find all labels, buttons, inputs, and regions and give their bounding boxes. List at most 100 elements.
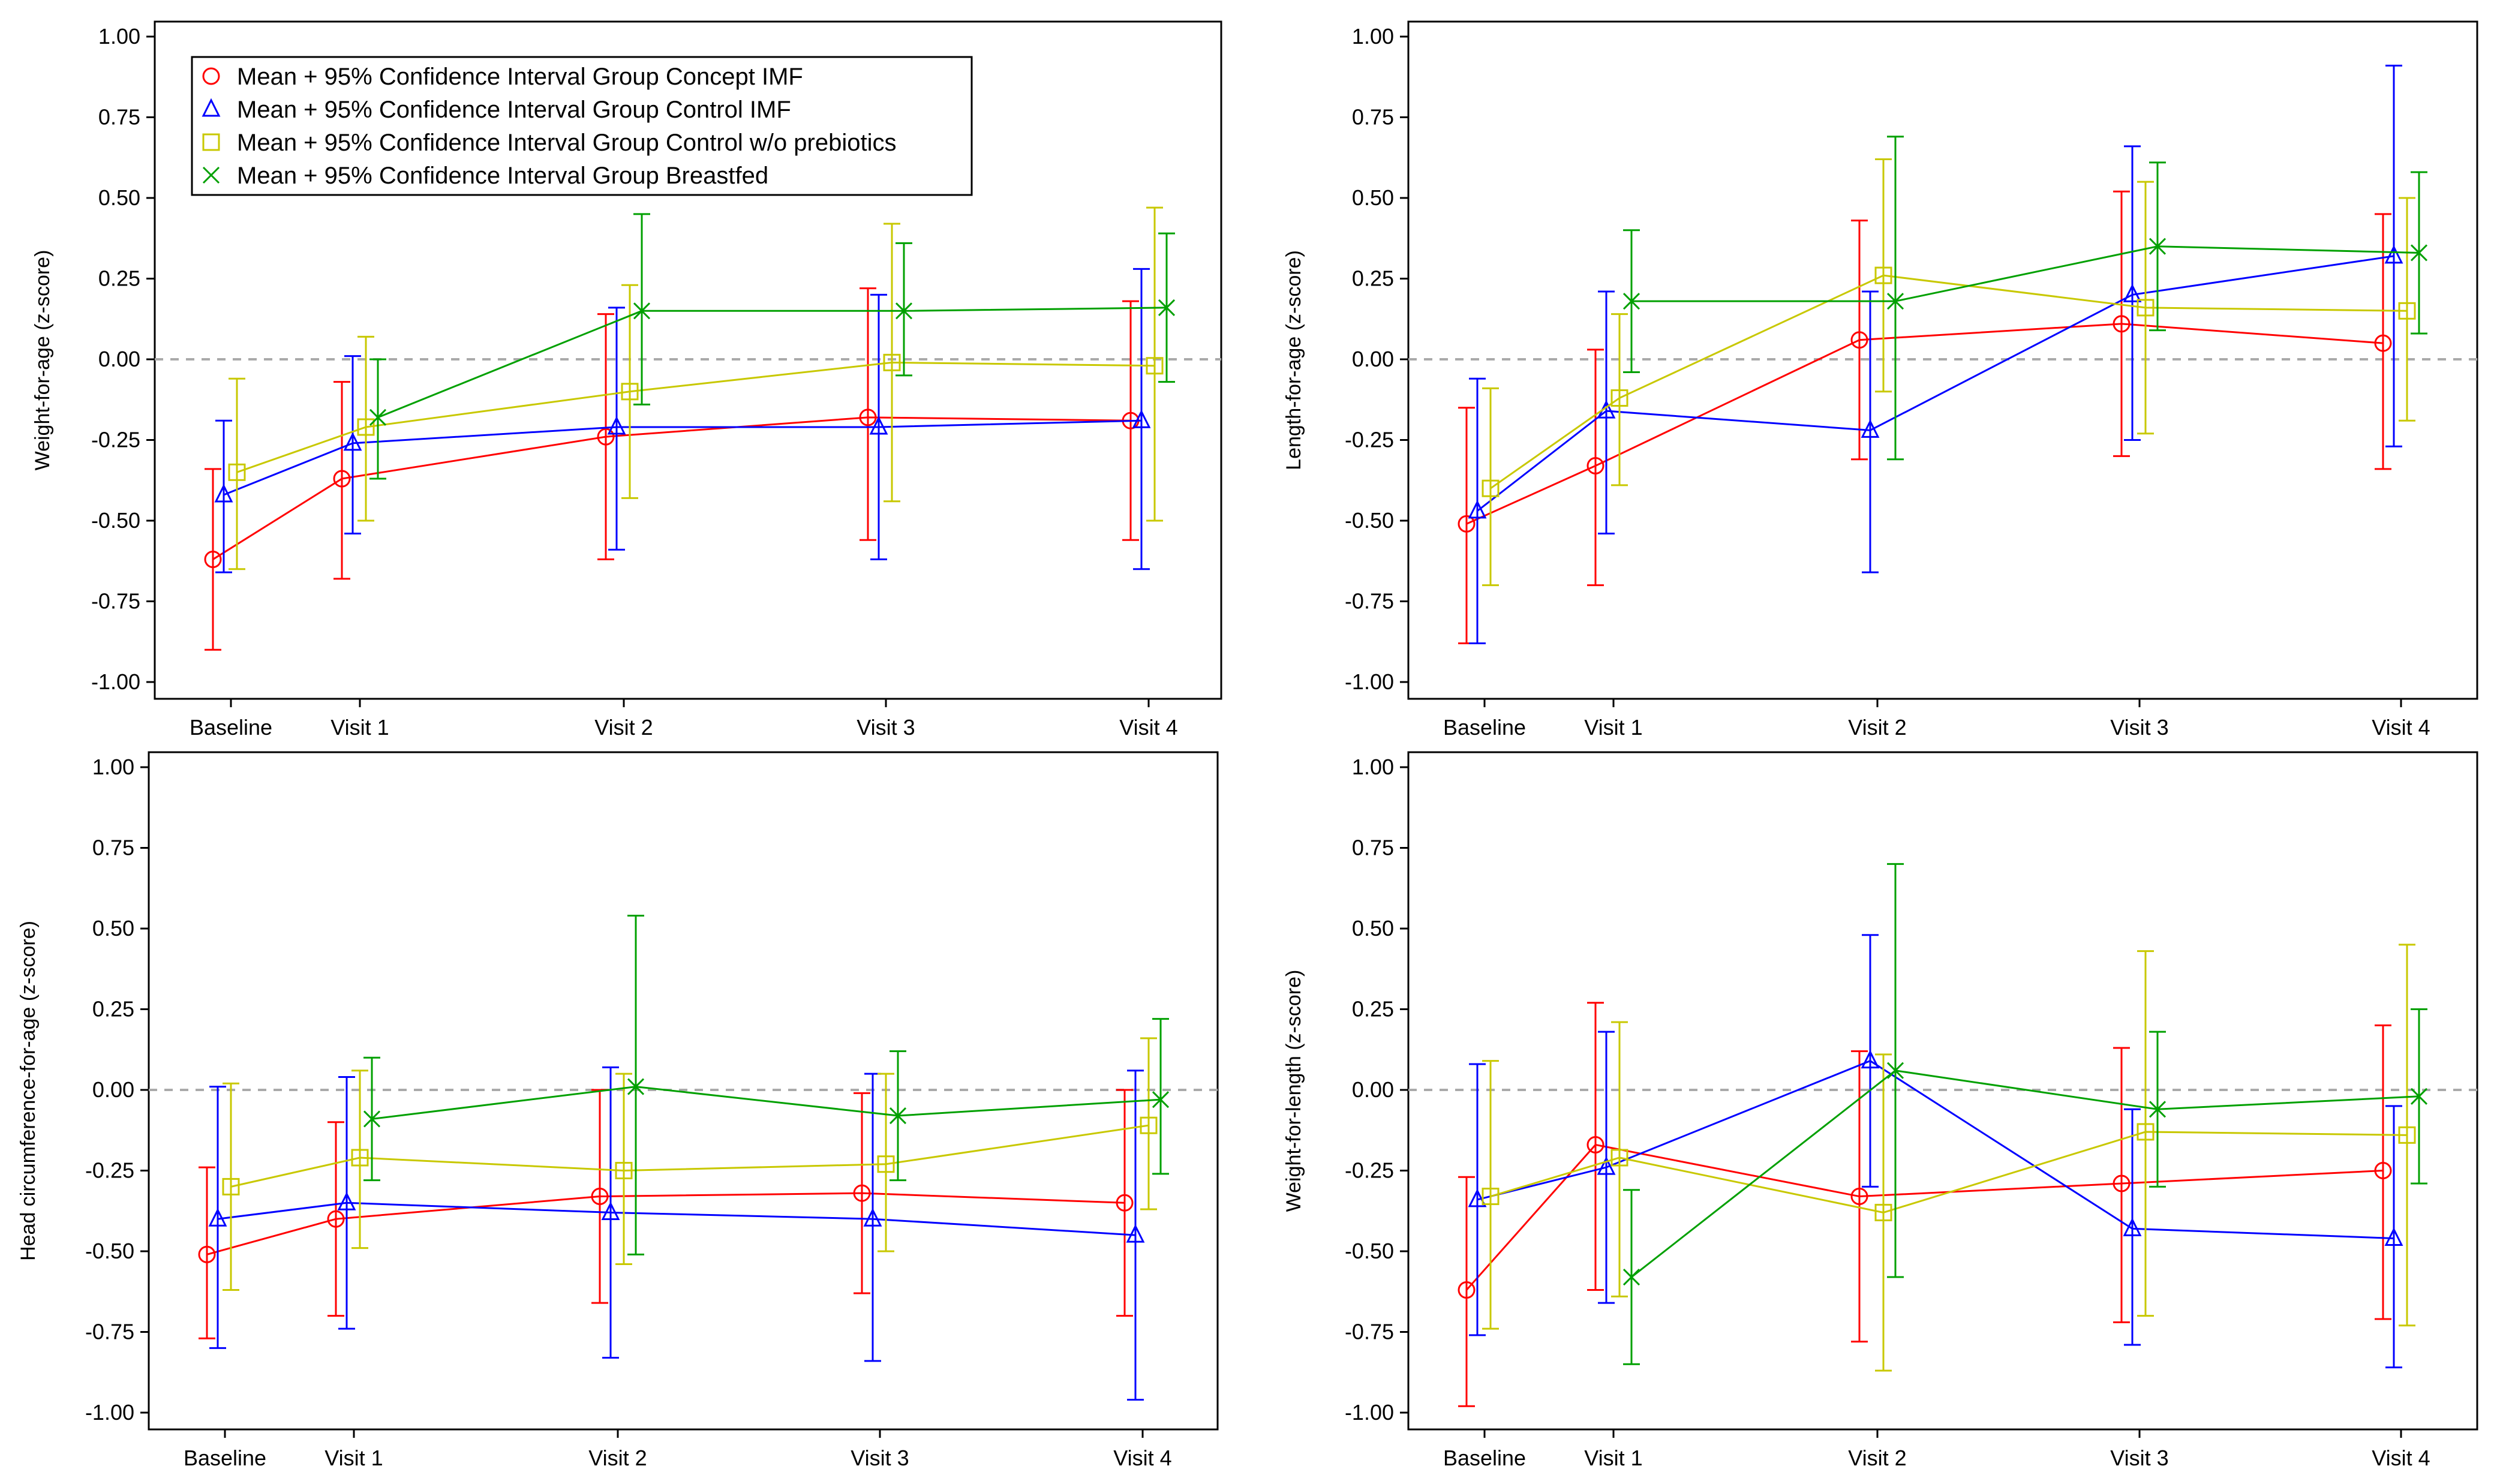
data-point [351, 1149, 369, 1167]
x-tick-label: Visit 2 [594, 715, 653, 740]
data-point [1458, 1281, 1476, 1299]
y-tick-label: 0.00 [1352, 347, 1394, 371]
error-bar [615, 1073, 632, 1266]
data-point [1610, 1149, 1628, 1167]
error-bar [351, 1070, 368, 1249]
data-point [607, 416, 626, 435]
error-bar [1469, 1063, 1486, 1336]
x-tick-label: Visit 1 [1584, 715, 1642, 740]
series-line [1631, 1070, 2420, 1278]
data-point [601, 1201, 620, 1220]
error-bar [1598, 290, 1615, 535]
error-bar [1611, 313, 1628, 486]
legend-entry: Mean + 95% Confidence Interval Group Con… [237, 64, 803, 90]
error-bar [864, 1073, 881, 1362]
y-tick-label: 0.00 [98, 347, 140, 371]
data-point [853, 1184, 871, 1202]
series-line [377, 307, 1167, 419]
data-point [1622, 1268, 1640, 1286]
data-point [1586, 457, 1604, 475]
data-point [1468, 1188, 1487, 1207]
error-bar [2399, 944, 2415, 1327]
error-bar [2124, 1108, 2141, 1346]
x-tick-label: Baseline [1443, 1446, 1526, 1470]
data-point [2398, 1126, 2416, 1144]
data-point [208, 1207, 227, 1227]
data-point [1132, 409, 1151, 428]
series-3 [1482, 944, 2416, 1372]
data-point [1886, 293, 1904, 310]
error-bar [896, 242, 912, 377]
series-1 [1458, 1002, 2392, 1407]
data-point [2149, 1101, 2167, 1118]
data-point [204, 551, 222, 569]
data-point [2113, 1174, 2131, 1192]
data-point [2374, 1162, 2392, 1179]
y-tick-label: 0.50 [1352, 916, 1394, 941]
data-point [2137, 1123, 2155, 1141]
y-tick-label: 0.00 [1352, 1077, 1394, 1102]
series-1 [1458, 190, 2392, 644]
series-2 [1468, 64, 2403, 644]
error-bar [333, 381, 350, 580]
data-point [1850, 331, 1868, 349]
error-bar [870, 293, 887, 561]
x-tick-label: Visit 2 [588, 1446, 647, 1470]
data-point [214, 483, 233, 503]
data-point [343, 432, 362, 451]
data-point [1140, 1116, 1158, 1134]
series-4 [1622, 136, 2428, 461]
data-point [1146, 357, 1164, 375]
error-bar [344, 355, 361, 535]
x-tick-label: Visit 1 [330, 715, 389, 740]
y-tick-label: -0.50 [1345, 1239, 1394, 1263]
error-bar [215, 419, 232, 573]
x-tick-label: Visit 3 [857, 715, 915, 740]
series-2 [1468, 934, 2403, 1369]
y-tick-label: -1.00 [91, 669, 140, 694]
error-bar [1587, 1002, 1604, 1291]
error-bar [1851, 220, 1868, 461]
x-tick-label: Visit 4 [2372, 715, 2430, 740]
x-tick-label: Visit 1 [1584, 1446, 1642, 1470]
y-tick-label: -0.25 [91, 428, 140, 452]
data-point [198, 1245, 216, 1263]
error-bar [627, 914, 644, 1255]
data-point [1622, 293, 1640, 310]
y-axis-title: Weight-for-age (z-score) [31, 250, 54, 471]
error-bar [1587, 349, 1604, 587]
data-point [2410, 1088, 2428, 1105]
error-bar [2385, 64, 2402, 447]
data-point [337, 1191, 356, 1210]
error-bar [860, 287, 876, 541]
y-tick-label: 0.50 [92, 916, 134, 941]
legend-entry: Mean + 95% Confidence Interval Group Bre… [237, 163, 768, 189]
data-point [869, 416, 888, 435]
y-tick-label: 0.50 [1352, 185, 1394, 210]
y-tick-label: 0.00 [92, 1077, 134, 1102]
x-tick-label: Baseline [1443, 715, 1526, 740]
error-bar [357, 335, 374, 522]
data-point [2374, 334, 2392, 352]
data-point [1116, 1194, 1134, 1212]
data-point [1850, 1188, 1868, 1206]
data-point [2137, 299, 2155, 317]
data-point [597, 428, 615, 446]
error-bar [338, 1076, 355, 1330]
data-point [1482, 1188, 1500, 1206]
data-point [633, 302, 651, 320]
error-bar [1875, 1053, 1892, 1372]
error-bar [602, 1066, 619, 1359]
data-point [859, 408, 877, 426]
y-tick-label: 1.00 [98, 24, 140, 49]
legend-marker [202, 67, 220, 85]
error-bar [327, 1121, 344, 1317]
legend-entry: Mean + 95% Confidence Interval Group Con… [237, 130, 896, 156]
series-line [217, 1201, 1136, 1236]
data-point [1597, 1156, 1616, 1175]
x-tick-label: Visit 3 [2110, 1446, 2168, 1470]
data-point [1874, 266, 1892, 284]
data-point [2398, 302, 2416, 320]
data-point [2113, 315, 2131, 333]
series-line [1490, 274, 2408, 489]
